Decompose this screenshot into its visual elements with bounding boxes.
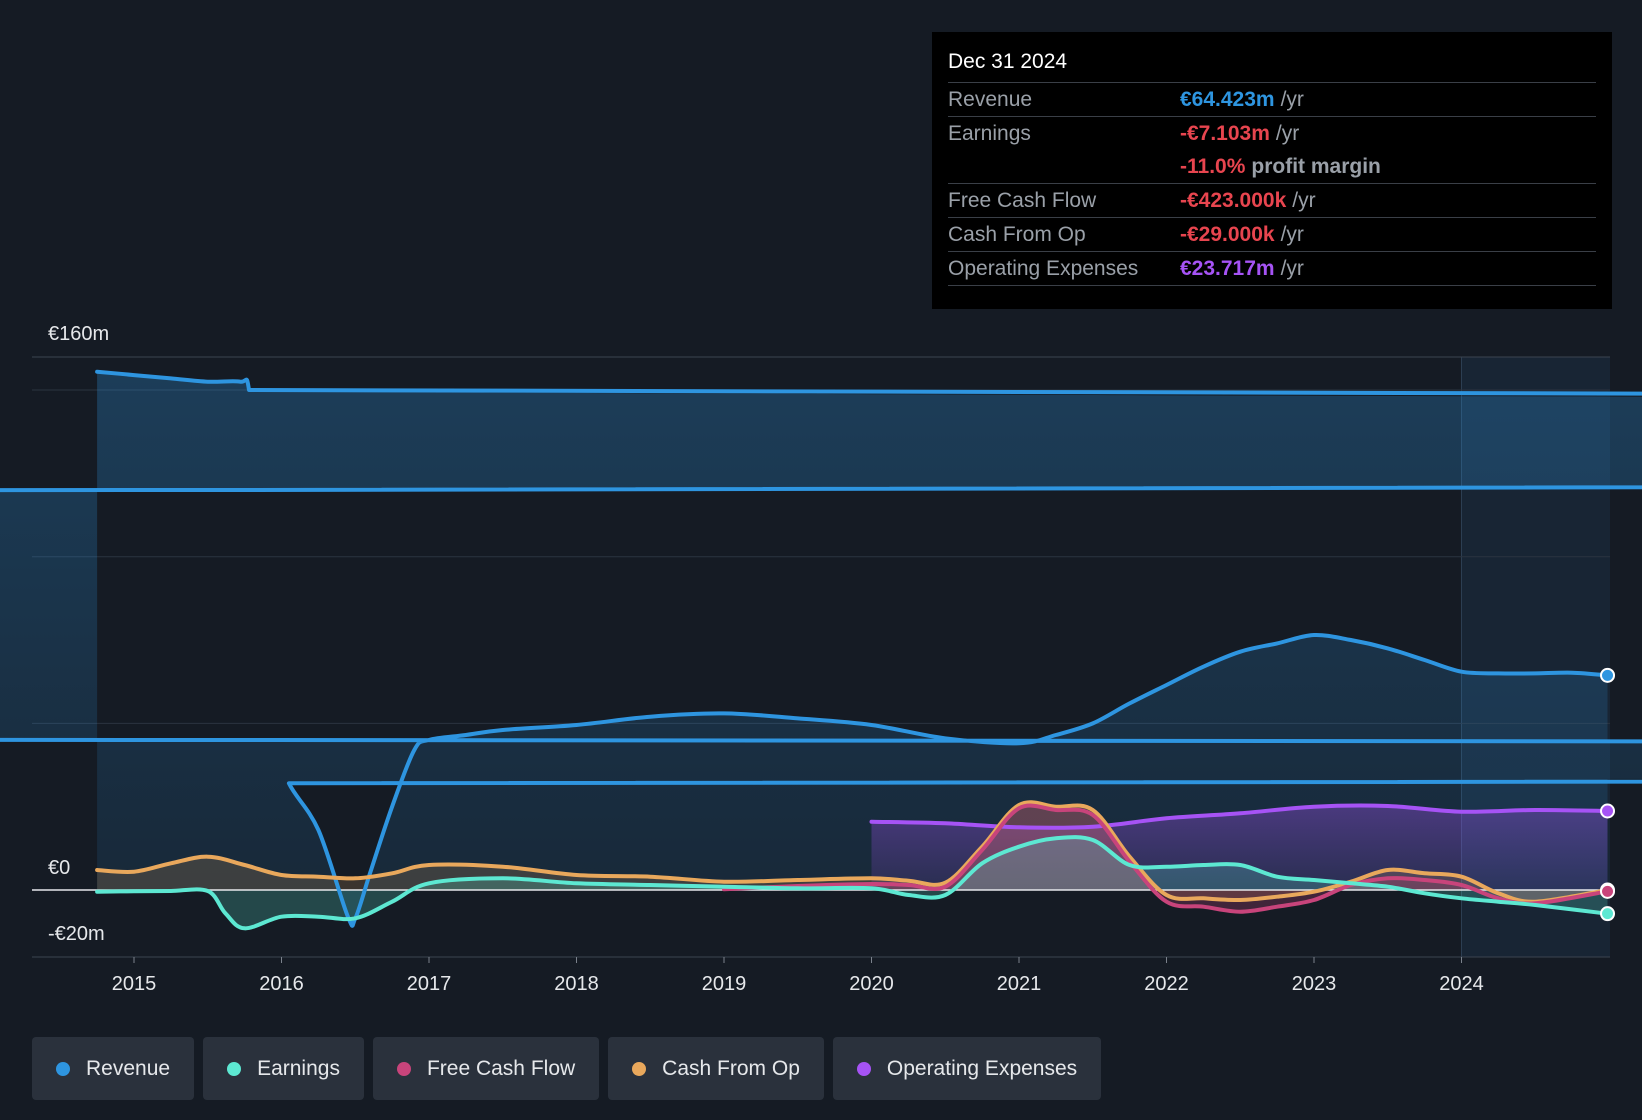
legend-dot-icon (632, 1061, 647, 1076)
tooltip-row-earnings: Earnings -€7.103m /yr (948, 117, 1596, 150)
legend-item-earnings[interactable]: Earnings (203, 1037, 364, 1100)
operating-expenses-area (871, 805, 1608, 890)
legend-label: Operating Expenses (886, 1056, 1078, 1080)
legend-item-revenue[interactable]: Revenue (32, 1037, 195, 1100)
legend-dot-icon (396, 1061, 411, 1076)
legend-item-operating-expenses[interactable]: Operating Expenses (832, 1037, 1102, 1100)
legend-dot-icon (56, 1061, 70, 1076)
revenue-end-marker (1600, 667, 1616, 683)
earnings-end-marker (1600, 906, 1616, 922)
free-cash-flow-line (722, 803, 1610, 914)
x-tick-label: 2024 (1439, 973, 1484, 995)
tooltip-unit: /yr (1275, 122, 1300, 145)
tooltip-label: Cash From Op (948, 223, 1086, 246)
tooltip-unit: /yr (1280, 88, 1304, 111)
tooltip-unit: /yr (1280, 257, 1304, 280)
series-end-markers (1600, 667, 1616, 922)
x-tick-label: 2019 (702, 973, 747, 995)
x-axis-ticks: 2015 2016 2017 2018 2019 2020 2021 2022 2023 2024 (112, 957, 1484, 995)
legend-item-cash-from-op[interactable]: Cash From Op (608, 1037, 824, 1100)
legend-dot-icon (856, 1061, 871, 1076)
legend-label: Revenue (86, 1056, 171, 1080)
y-axis-label: €0 (48, 857, 70, 879)
legend-dot-icon (227, 1061, 242, 1076)
tooltip-date: Dec 31 2024 (948, 46, 1596, 83)
earnings-area (97, 837, 1608, 929)
tooltip-label (948, 150, 1180, 183)
x-tick-label: 2015 (112, 973, 157, 995)
tooltip-unit: profit margin (1251, 155, 1381, 178)
tooltip-label: Revenue (948, 88, 1033, 111)
operating-expenses-end-marker (1600, 803, 1616, 819)
tooltip-value: -€7.103m (1180, 122, 1270, 145)
legend-label: Earnings (257, 1056, 340, 1080)
legend-item-free-cash-flow[interactable]: Free Cash Flow (372, 1037, 600, 1100)
data-tooltip: Dec 31 2024 Revenue €64.423m /yr Earning… (932, 32, 1612, 309)
tooltip-row-operating-expenses: Operating Expenses €23.717m /yr (948, 252, 1596, 286)
tooltip-value: -11.0% (1180, 155, 1246, 178)
x-tick-label: 2017 (407, 973, 452, 995)
legend-label: Cash From Op (662, 1056, 800, 1080)
series-lines (0, 372, 1642, 931)
tooltip-label: Earnings (948, 122, 1031, 145)
y-axis-label: -€20m (48, 923, 105, 945)
tooltip-row-revenue: Revenue €64.423m /yr (948, 83, 1596, 117)
cash-from-op-line (95, 800, 1610, 904)
x-tick-label: 2022 (1144, 973, 1189, 995)
legend-label: Free Cash Flow (426, 1056, 576, 1080)
x-tick-label: 2016 (259, 973, 304, 995)
tooltip-row-cash-from-op: Cash From Op -€29.000k /yr (948, 218, 1596, 252)
tooltip-unit: /yr (1292, 189, 1316, 212)
x-tick-label: 2023 (1292, 973, 1337, 995)
tooltip-row-free-cash-flow: Free Cash Flow -€423.000k /yr (948, 184, 1596, 218)
tooltip-value: -€423.000k (1180, 189, 1287, 212)
free-cash-flow-end-marker (1600, 883, 1616, 899)
tooltip-row-profit-margin: -11.0% profit margin (948, 150, 1596, 184)
tooltip-label: Operating Expenses (948, 257, 1139, 280)
tooltip-value: -€29.000k (1180, 223, 1275, 246)
tooltip-value: €64.423m (1180, 88, 1275, 111)
earnings-line (95, 835, 1610, 931)
tooltip-label: Free Cash Flow (948, 189, 1097, 212)
y-axis-label: €160m (48, 323, 109, 345)
grid-lines (32, 356, 1610, 958)
x-tick-label: 2020 (849, 973, 894, 995)
x-tick-label: 2018 (554, 973, 599, 995)
chart-legend: Revenue Earnings Free Cash Flow Cash Fro… (32, 1037, 1102, 1100)
tooltip-unit: /yr (1280, 223, 1304, 246)
x-tick-label: 2021 (997, 973, 1042, 995)
y-axis-labels: €160m €0 -€20m (48, 323, 109, 945)
tooltip-value: €23.717m (1180, 257, 1275, 280)
